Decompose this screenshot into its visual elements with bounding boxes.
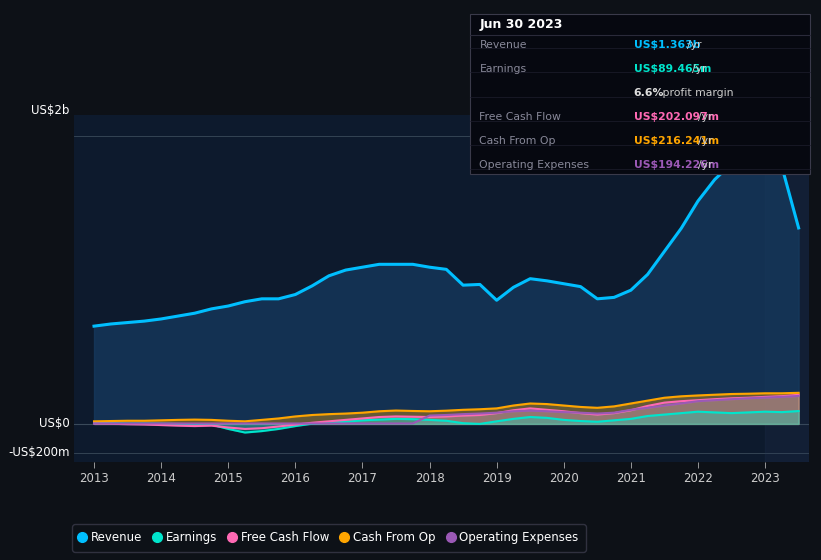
Text: /yr: /yr (698, 160, 712, 170)
Text: US$1.363b: US$1.363b (634, 40, 700, 50)
Text: US$0: US$0 (39, 417, 70, 431)
Text: Cash From Op: Cash From Op (479, 136, 556, 146)
Text: Operating Expenses: Operating Expenses (479, 160, 589, 170)
Text: US$2b: US$2b (31, 104, 70, 116)
Text: -US$200m: -US$200m (8, 446, 70, 459)
Text: Free Cash Flow: Free Cash Flow (479, 112, 562, 122)
Text: /yr: /yr (692, 64, 707, 74)
Bar (765, 115, 809, 462)
Text: profit margin: profit margin (658, 88, 733, 98)
Text: US$194.226m: US$194.226m (634, 160, 719, 170)
Text: Earnings: Earnings (479, 64, 526, 74)
Text: 6.6%: 6.6% (634, 88, 664, 98)
Text: Revenue: Revenue (479, 40, 527, 50)
Text: /yr: /yr (698, 136, 712, 146)
Text: US$89.465m: US$89.465m (634, 64, 711, 74)
Text: /yr: /yr (698, 112, 712, 122)
Text: /yr: /yr (686, 40, 701, 50)
Text: US$202.097m: US$202.097m (634, 112, 719, 122)
Text: US$216.241m: US$216.241m (634, 136, 719, 146)
Text: Jun 30 2023: Jun 30 2023 (479, 18, 563, 31)
Legend: Revenue, Earnings, Free Cash Flow, Cash From Op, Operating Expenses: Revenue, Earnings, Free Cash Flow, Cash … (72, 524, 585, 552)
